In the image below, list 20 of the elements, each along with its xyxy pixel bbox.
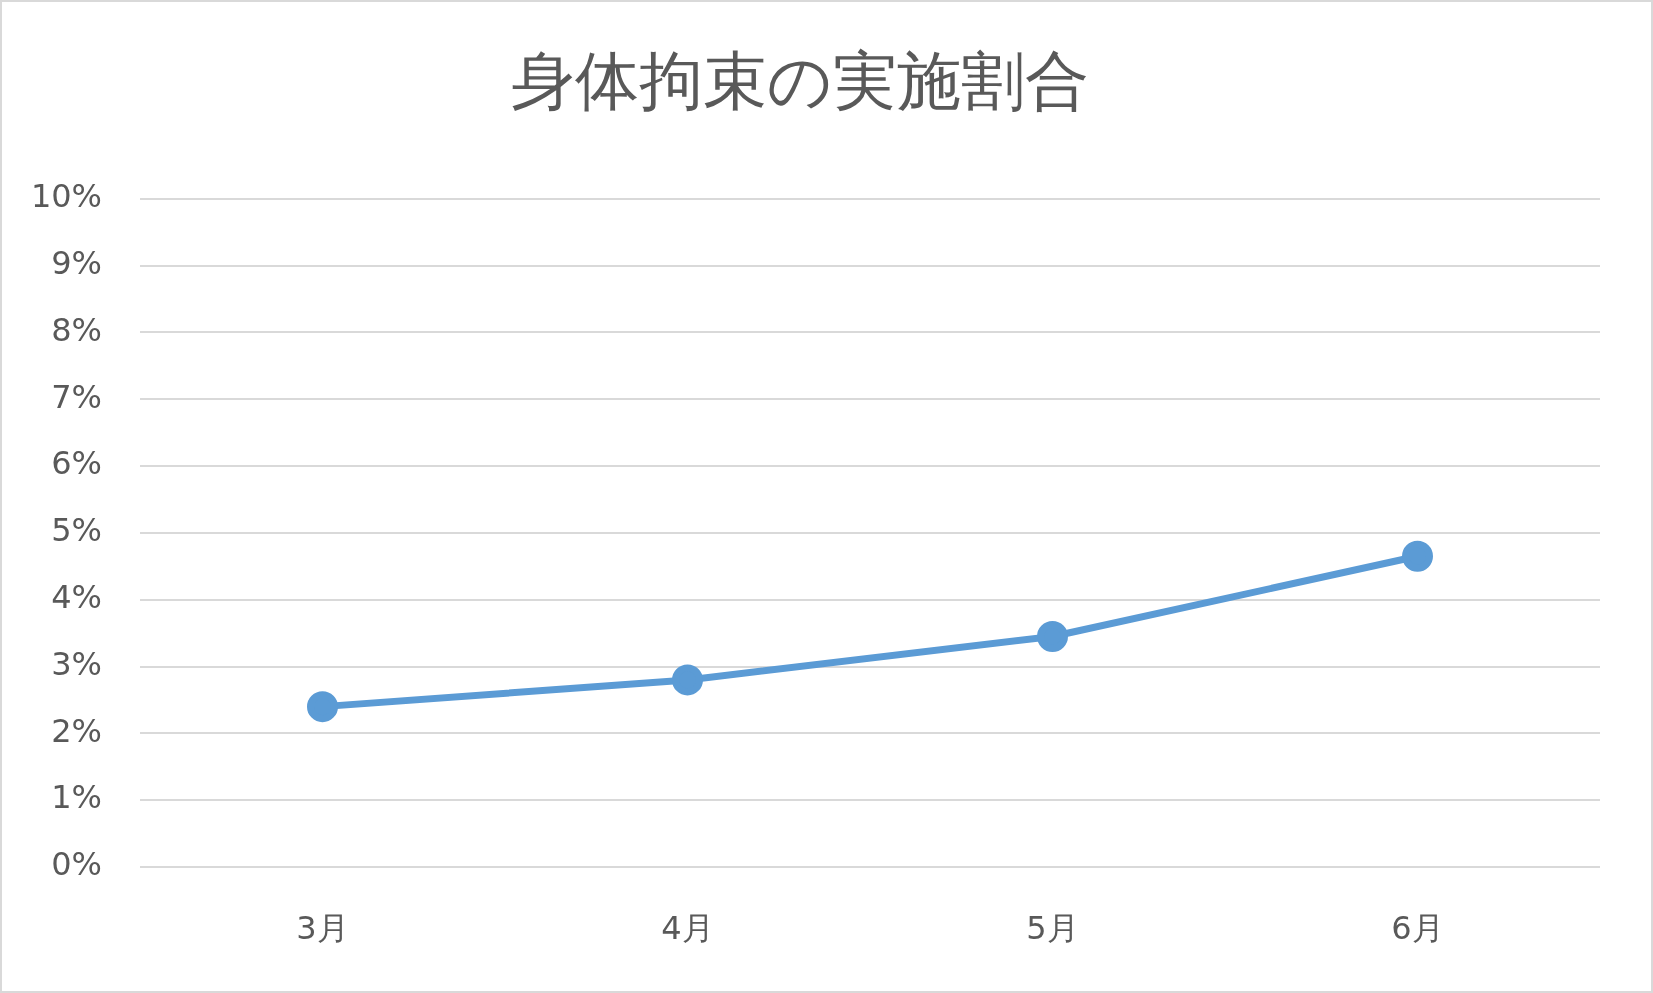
y-tick-label: 4% <box>51 578 102 617</box>
x-tick-label: 3月 <box>296 908 349 947</box>
y-tick-label: 2% <box>51 711 102 750</box>
point <box>1402 540 1433 572</box>
point <box>307 691 338 723</box>
y-tick-label: 0% <box>51 845 102 884</box>
y-tick-label: 10% <box>30 177 102 216</box>
y-tick-label: 5% <box>51 511 102 550</box>
y-tick-label: 9% <box>51 243 102 282</box>
point <box>672 664 703 696</box>
x-tick-label: 5月 <box>1026 908 1079 947</box>
y-tick-label: 3% <box>51 644 102 683</box>
chart-title: 身体拘束の実施割合 <box>511 44 1089 119</box>
y-tick-label: 8% <box>51 310 102 349</box>
x-tick-label: 6月 <box>1391 908 1444 947</box>
x-tick-label: 4月 <box>661 908 714 947</box>
y-tick-label: 6% <box>51 444 102 483</box>
y-tick-label: 7% <box>51 377 102 416</box>
y-tick-label: 1% <box>51 778 102 817</box>
point <box>1037 620 1068 652</box>
